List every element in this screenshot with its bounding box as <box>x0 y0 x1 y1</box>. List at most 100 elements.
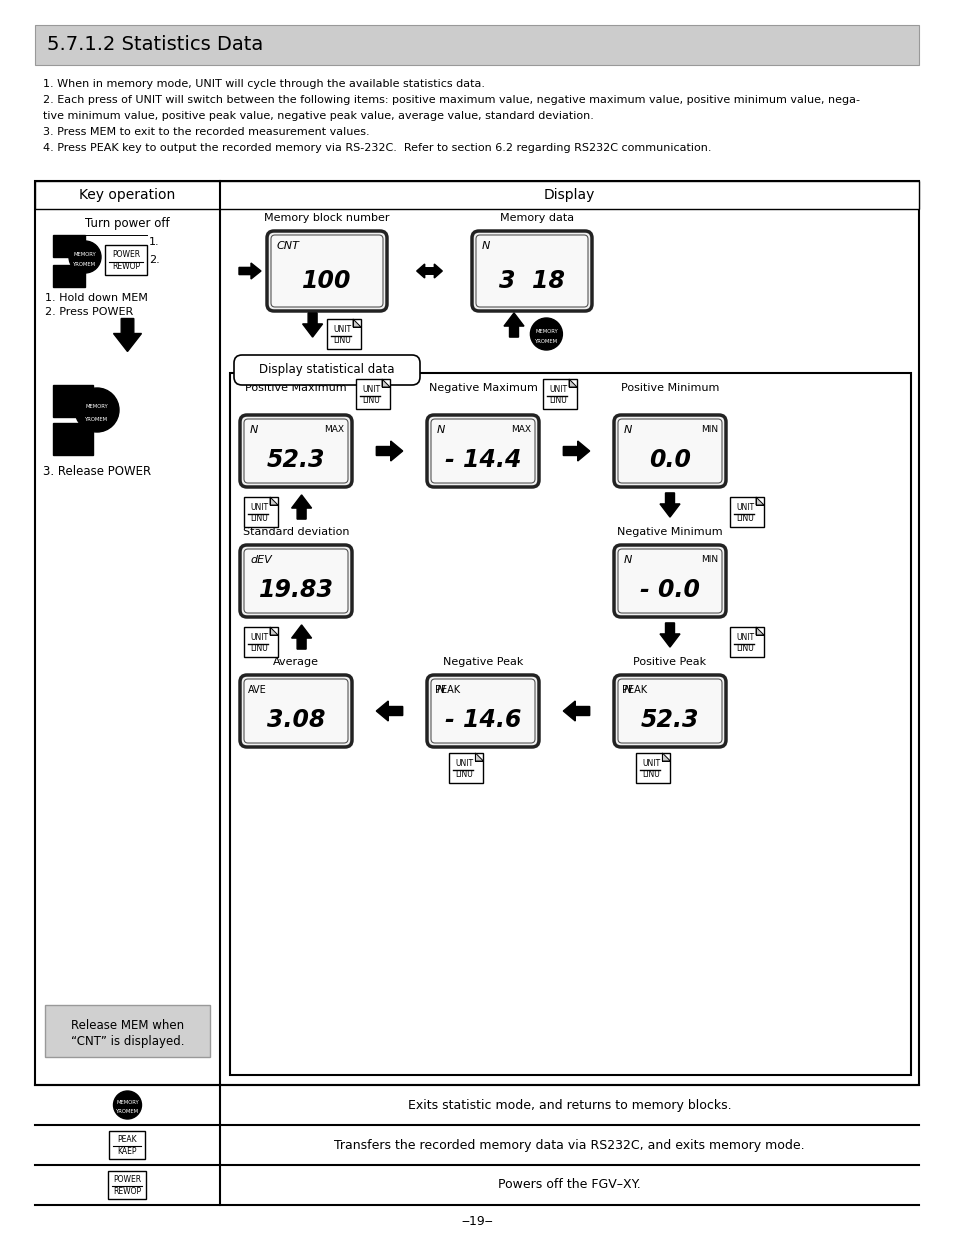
Text: N: N <box>481 241 490 251</box>
Text: 4. Press PEAK key to output the recorded memory via RS-232C.  Refer to section 6: 4. Press PEAK key to output the recorded… <box>43 143 711 153</box>
Bar <box>729 627 763 657</box>
Circle shape <box>75 388 119 432</box>
Text: MIN: MIN <box>700 555 718 564</box>
Text: REWOP: REWOP <box>113 1187 141 1195</box>
Text: 3  18: 3 18 <box>498 268 564 293</box>
Text: 3.08: 3.08 <box>267 708 325 731</box>
Text: Average: Average <box>273 657 318 667</box>
Circle shape <box>530 317 562 350</box>
Text: UNIT: UNIT <box>548 385 566 394</box>
Text: CNT: CNT <box>276 241 299 251</box>
Text: UNIT: UNIT <box>361 385 379 394</box>
Text: 5.7.1.2 Statistics Data: 5.7.1.2 Statistics Data <box>47 36 263 54</box>
Text: REWOP: REWOP <box>112 262 140 272</box>
FancyBboxPatch shape <box>614 415 725 487</box>
Text: Memory data: Memory data <box>499 212 574 224</box>
Bar <box>35 25 918 65</box>
Text: Transfers the recorded memory data via RS232C, and exits memory mode.: Transfers the recorded memory data via R… <box>334 1139 804 1151</box>
Bar <box>53 266 85 287</box>
FancyBboxPatch shape <box>614 676 725 747</box>
Text: LINU: LINU <box>642 771 659 779</box>
Bar <box>542 379 577 409</box>
Text: POWER: POWER <box>112 251 140 259</box>
Bar <box>105 245 147 275</box>
Bar <box>53 385 92 417</box>
Text: LINU: LINU <box>455 771 473 779</box>
FancyBboxPatch shape <box>240 545 352 618</box>
Polygon shape <box>270 496 277 505</box>
Bar <box>53 235 85 257</box>
Circle shape <box>69 241 101 273</box>
Text: UNIT: UNIT <box>641 760 659 768</box>
Text: N: N <box>250 425 258 435</box>
Text: Negative Minimum: Negative Minimum <box>617 527 722 537</box>
FancyBboxPatch shape <box>271 235 382 308</box>
Polygon shape <box>424 264 442 278</box>
Text: N: N <box>623 685 632 695</box>
Text: LINU: LINU <box>250 645 268 653</box>
Text: LINU: LINU <box>549 396 566 405</box>
Text: ‒19‒: ‒19‒ <box>460 1215 493 1228</box>
Text: 52.3: 52.3 <box>267 447 325 472</box>
Polygon shape <box>661 753 670 761</box>
Text: Standard deviation: Standard deviation <box>242 527 349 537</box>
Text: Negative Maximum: Negative Maximum <box>428 383 537 393</box>
Text: 19.83: 19.83 <box>258 578 334 601</box>
Polygon shape <box>562 701 589 721</box>
Text: LINU: LINU <box>362 396 379 405</box>
FancyBboxPatch shape <box>267 231 387 311</box>
Text: Exits statistic mode, and returns to memory blocks.: Exits statistic mode, and returns to mem… <box>407 1098 731 1112</box>
FancyBboxPatch shape <box>240 415 352 487</box>
Text: 0.0: 0.0 <box>648 447 690 472</box>
FancyBboxPatch shape <box>244 550 348 613</box>
Text: Key operation: Key operation <box>79 188 175 203</box>
Bar <box>109 1171 147 1199</box>
Bar <box>35 182 918 1086</box>
Text: YROMEM: YROMEM <box>86 417 109 422</box>
Text: UNIT: UNIT <box>735 634 753 642</box>
Polygon shape <box>239 263 261 279</box>
Text: 1.: 1. <box>149 237 159 247</box>
Polygon shape <box>755 627 763 635</box>
Text: LINU: LINU <box>333 336 351 345</box>
Text: AVE: AVE <box>248 685 267 695</box>
Text: N: N <box>623 555 632 564</box>
FancyBboxPatch shape <box>431 679 535 743</box>
Text: UNIT: UNIT <box>455 760 473 768</box>
FancyBboxPatch shape <box>244 679 348 743</box>
Text: 3. Press MEM to exit to the recorded measurement values.: 3. Press MEM to exit to the recorded mea… <box>43 127 369 137</box>
Text: Negative Peak: Negative Peak <box>442 657 522 667</box>
Text: - 14.6: - 14.6 <box>444 708 520 731</box>
Bar <box>636 753 670 783</box>
Text: MIN: MIN <box>700 425 718 433</box>
Circle shape <box>113 1091 141 1119</box>
Text: tive minimum value, positive peak value, negative peak value, average value, sta: tive minimum value, positive peak value,… <box>43 111 594 121</box>
FancyBboxPatch shape <box>618 550 721 613</box>
Text: 2. Each press of UNIT will switch between the following items: positive maximum : 2. Each press of UNIT will switch betwee… <box>43 95 859 105</box>
Polygon shape <box>375 701 402 721</box>
Polygon shape <box>562 441 589 461</box>
Polygon shape <box>113 319 141 352</box>
Text: UNIT: UNIT <box>735 503 753 513</box>
Text: Positive Minimum: Positive Minimum <box>620 383 719 393</box>
Text: 52.3: 52.3 <box>640 708 699 731</box>
FancyBboxPatch shape <box>427 415 538 487</box>
Polygon shape <box>292 495 312 519</box>
Bar <box>230 373 910 1074</box>
Text: MEMORY: MEMORY <box>73 252 96 257</box>
Text: UNIT: UNIT <box>333 325 351 333</box>
Text: 1. When in memory mode, UNIT will cycle through the available statistics data.: 1. When in memory mode, UNIT will cycle … <box>43 79 484 89</box>
Text: YROMEM: YROMEM <box>116 1109 139 1114</box>
Text: dEV: dEV <box>250 555 272 564</box>
FancyBboxPatch shape <box>476 235 587 308</box>
FancyBboxPatch shape <box>427 676 538 747</box>
Text: PEAK: PEAK <box>621 685 646 695</box>
Text: N: N <box>623 425 632 435</box>
Text: UNIT: UNIT <box>250 634 268 642</box>
FancyBboxPatch shape <box>240 676 352 747</box>
Text: Display: Display <box>543 188 595 203</box>
Text: “CNT” is displayed.: “CNT” is displayed. <box>71 1035 184 1049</box>
FancyBboxPatch shape <box>472 231 592 311</box>
Text: 1. Hold down MEM: 1. Hold down MEM <box>45 293 148 303</box>
Polygon shape <box>503 312 523 337</box>
